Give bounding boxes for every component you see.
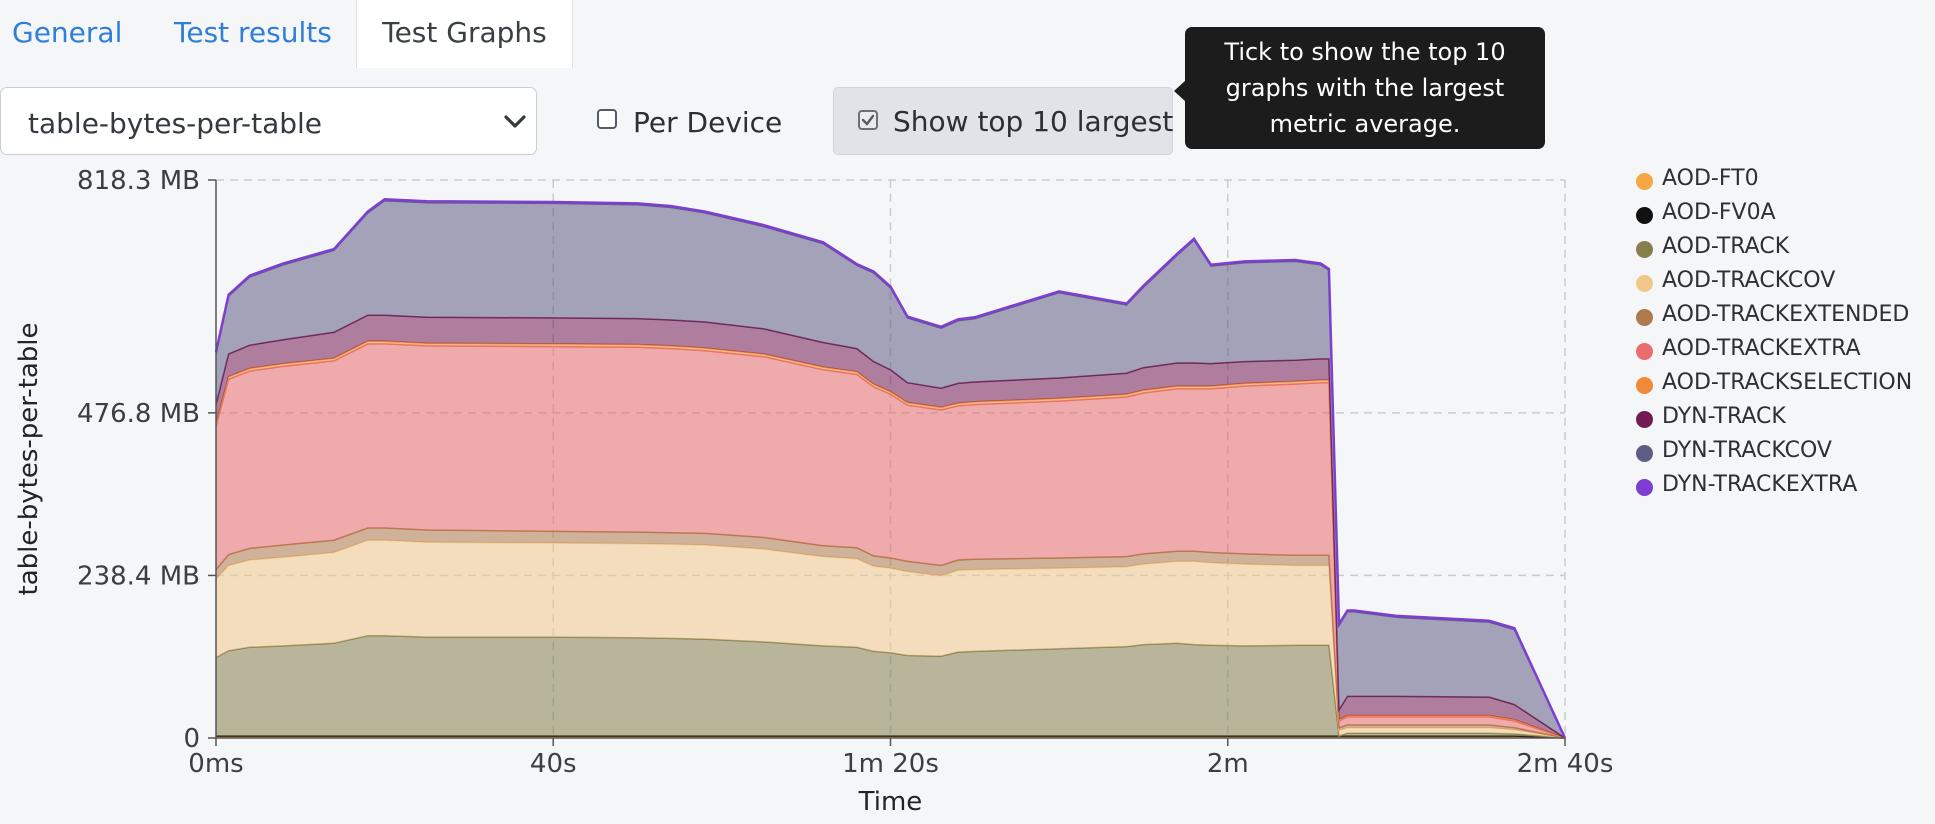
- top10-toggle[interactable]: Show top 10 largest: [833, 87, 1173, 155]
- legend-swatch: [1636, 309, 1653, 326]
- area-aod-track: [216, 635, 1565, 738]
- per-device-toggle[interactable]: Per Device: [595, 88, 785, 154]
- x-tick-label: 2m: [1207, 749, 1249, 779]
- top10-tooltip: Tick to show the top 10 graphs with the …: [1185, 27, 1545, 149]
- legend-swatch: [1636, 173, 1653, 190]
- x-tick-label: 2m 40s: [1517, 749, 1614, 779]
- legend-label: AOD-TRACKSELECTION: [1662, 370, 1913, 395]
- metric-select[interactable]: table-bytes-per-table: [0, 87, 537, 155]
- legend-swatch: [1636, 241, 1653, 258]
- area-aod-trackcov: [216, 540, 1565, 738]
- legend-label: DYN-TRACK: [1662, 404, 1786, 429]
- legend-label: DYN-TRACKCOV: [1662, 438, 1832, 463]
- top10-label: Show top 10 largest: [893, 105, 1174, 138]
- checkmark-icon: [861, 114, 875, 126]
- tab-bar: General Test results Test Graphs: [0, 0, 1935, 70]
- legend-label: AOD-TRACK: [1662, 234, 1790, 259]
- area-aod-trackextra: [216, 343, 1565, 738]
- legend-swatch: [1636, 343, 1653, 360]
- series-line-dyn-trackextra: [214, 198, 1567, 739]
- chevron-down-icon: [500, 106, 530, 140]
- series-line-aod-track: [215, 634, 1566, 739]
- area-dyn-trackcov: [216, 200, 1565, 738]
- legend-label: AOD-FV0A: [1662, 200, 1776, 225]
- legend-swatch: [1636, 445, 1653, 462]
- legend-swatch: [1636, 207, 1653, 224]
- per-device-checkbox[interactable]: [597, 109, 617, 129]
- y-tick-label: 476.8 MB: [77, 399, 200, 429]
- tooltip-line: graphs with the largest: [1225, 74, 1505, 102]
- metric-select-value: table-bytes-per-table: [28, 107, 322, 140]
- legend-label: AOD-TRACKCOV: [1662, 268, 1836, 293]
- tooltip-line: Tick to show the top 10: [1224, 38, 1506, 66]
- x-tick-label: 0ms: [188, 749, 243, 779]
- legend-swatch: [1636, 377, 1653, 394]
- tab-test-graphs[interactable]: Test Graphs: [356, 0, 573, 68]
- x-tick-label: 1m 20s: [842, 749, 939, 779]
- tab-general[interactable]: General: [12, 16, 123, 49]
- legend-label: AOD-FT0: [1662, 166, 1759, 191]
- legend-label: AOD-TRACKEXTRA: [1662, 336, 1861, 361]
- legend-swatch: [1636, 411, 1653, 428]
- top10-checkbox[interactable]: [858, 110, 878, 130]
- per-device-label: Per Device: [633, 106, 783, 139]
- tab-test-results[interactable]: Test results: [174, 16, 332, 49]
- legend-swatch: [1636, 479, 1653, 496]
- y-tick-label: 238.4 MB: [77, 561, 200, 591]
- y-tick-label: 0: [183, 724, 200, 754]
- legend-swatch: [1636, 275, 1653, 292]
- tooltip-line: metric average.: [1269, 110, 1461, 138]
- tooltip-arrow: [1174, 80, 1186, 102]
- legend-label: AOD-TRACKEXTENDED: [1662, 302, 1910, 327]
- y-axis-title: table-bytes-per-table: [14, 323, 44, 596]
- legend-label: DYN-TRACKEXTRA: [1662, 472, 1858, 497]
- y-tick-label: 818.3 MB: [77, 166, 200, 196]
- x-tick-label: 40s: [530, 749, 577, 779]
- x-axis-title: Time: [858, 787, 923, 817]
